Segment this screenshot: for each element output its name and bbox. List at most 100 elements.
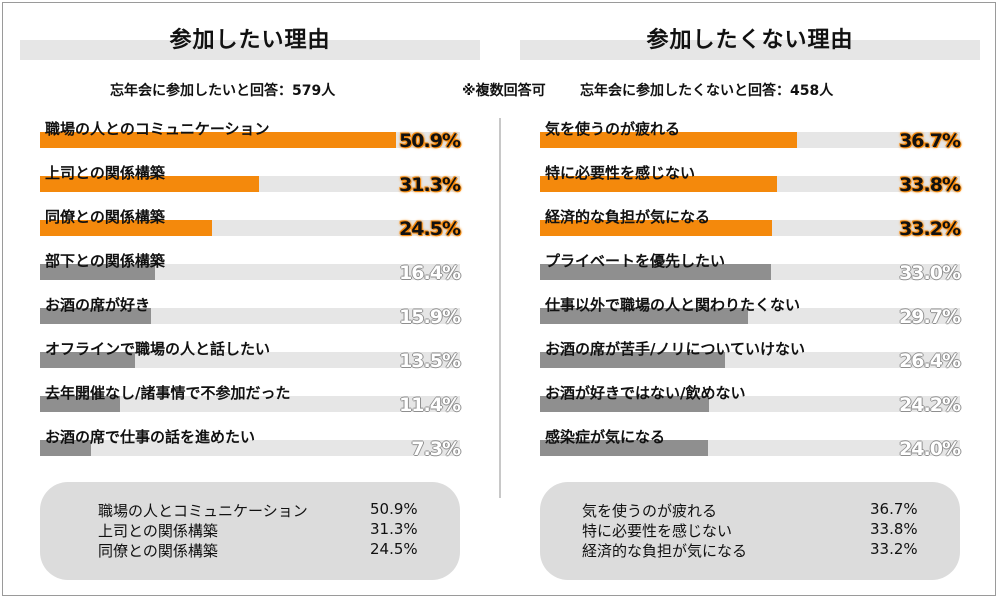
bar-row: 特に必要性を感じない 33.8% bbox=[540, 162, 961, 206]
bar bbox=[40, 308, 151, 324]
bar-label: オフラインで職場の人と話したい bbox=[45, 340, 271, 358]
summary-value: 50.9% bbox=[370, 500, 418, 518]
bar-track bbox=[40, 220, 460, 236]
title-band bbox=[20, 22, 480, 60]
bar bbox=[40, 264, 155, 280]
bar bbox=[540, 132, 797, 148]
title-band bbox=[520, 22, 980, 60]
bar-row: 気を使うのが疲れる 36.7% bbox=[540, 118, 961, 162]
bar-row: 部下との関係構築 16.4% bbox=[40, 250, 461, 294]
bar-value-label: 33.8% bbox=[899, 174, 961, 196]
bar-value-label: 24.2% bbox=[899, 394, 961, 416]
summary-row: 特に必要性を感じない 33.8% bbox=[540, 520, 960, 540]
top3-summary-box: 気を使うのが疲れる 36.7% 特に必要性を感じない 33.8% 経済的な負担が… bbox=[540, 482, 960, 580]
bar-track bbox=[40, 440, 460, 456]
respondent-count: 忘年会に参加したくないと回答：458人 bbox=[580, 83, 834, 99]
summary-row: 職場の人とコミュニケーション 50.9% bbox=[40, 500, 460, 520]
bar-value-label: 50.9% bbox=[399, 130, 461, 152]
summary-value: 36.7% bbox=[870, 500, 918, 518]
bar-track bbox=[540, 176, 960, 192]
summary-label: 上司との関係構築 bbox=[98, 522, 218, 540]
bar-value-label: 11.4% bbox=[399, 394, 461, 416]
bar-label: お酒の席が好き bbox=[45, 296, 151, 314]
summary-label: 同僚との関係構築 bbox=[98, 542, 218, 560]
bar-track bbox=[540, 308, 960, 324]
bar bbox=[540, 220, 772, 236]
bar-label: 特に必要性を感じない bbox=[545, 164, 696, 182]
bar bbox=[540, 308, 748, 324]
bar-value-label: 24.0% bbox=[899, 438, 961, 460]
bar-value-label: 36.7% bbox=[899, 130, 961, 152]
bar-list: 職場の人とのコミュニケーション 50.9% 上司との関係構築 31.3% 同僚と… bbox=[40, 118, 461, 470]
bar-row: 職場の人とのコミュニケーション 50.9% bbox=[40, 118, 461, 162]
bar-label: 職場の人とのコミュニケーション bbox=[45, 120, 270, 138]
bar-label: 部下との関係構築 bbox=[45, 252, 165, 270]
bar-label: 仕事以外で職場の人と関わりたくない bbox=[545, 296, 801, 314]
summary-label: 職場の人とコミュニケーション bbox=[98, 502, 308, 520]
respondent-count: 忘年会に参加したいと回答：579人 bbox=[110, 83, 336, 99]
panel-title: 参加したくない理由 bbox=[646, 28, 854, 53]
bar-track bbox=[40, 352, 460, 368]
bar-row: 仕事以外で職場の人と関わりたくない 29.7% bbox=[540, 294, 961, 338]
bar-track bbox=[540, 132, 960, 148]
bar-value-label: 16.4% bbox=[399, 262, 461, 284]
bar-track bbox=[540, 220, 960, 236]
bar-label: お酒の席が苦手/ノリについていけない bbox=[545, 340, 806, 358]
summary-label: 特に必要性を感じない bbox=[582, 522, 733, 540]
bar bbox=[40, 396, 120, 412]
bar-row: 去年開催なし/諸事情で不参加だった 11.4% bbox=[40, 382, 461, 426]
bar bbox=[40, 132, 396, 148]
bar-value-label: 33.0% bbox=[899, 262, 961, 284]
bar-track bbox=[540, 396, 960, 412]
bar-track bbox=[40, 308, 460, 324]
bar bbox=[40, 352, 135, 368]
bar-value-label: 7.3% bbox=[411, 438, 461, 460]
panel-want-to-attend: 参加したい理由 忘年会に参加したいと回答：579人 ※複数回答可 職場の人とのコ… bbox=[20, 0, 546, 600]
bar-label: お酒の席で仕事の話を進めたい bbox=[45, 428, 256, 446]
bar-track bbox=[40, 396, 460, 412]
summary-value: 33.2% bbox=[870, 540, 918, 558]
multiple-answer-note: ※複数回答可 bbox=[462, 83, 546, 99]
bar-value-label: 26.4% bbox=[899, 350, 961, 372]
bar-label: 経済的な負担が気になる bbox=[545, 208, 711, 226]
bar bbox=[540, 396, 709, 412]
bar bbox=[40, 176, 259, 192]
summary-row: 気を使うのが疲れる 36.7% bbox=[540, 500, 960, 520]
bar-value-label: 24.5% bbox=[399, 218, 461, 240]
bar-value-label: 33.2% bbox=[899, 218, 961, 240]
bar-value-label: 31.3% bbox=[399, 174, 461, 196]
bar-track bbox=[40, 132, 460, 148]
bar-track bbox=[540, 352, 960, 368]
summary-label: 気を使うのが疲れる bbox=[582, 502, 718, 520]
summary-value: 24.5% bbox=[370, 540, 418, 558]
bar-row: オフラインで職場の人と話したい 13.5% bbox=[40, 338, 461, 382]
bar bbox=[40, 220, 212, 236]
bar-row: 経済的な負担が気になる 33.2% bbox=[540, 206, 961, 250]
bar bbox=[540, 264, 771, 280]
bar-label: 同僚との関係構築 bbox=[45, 208, 165, 226]
bar-label: 気を使うのが疲れる bbox=[545, 120, 681, 138]
bar-label: お酒が好きではない/飲めない bbox=[545, 384, 746, 402]
bar-label: 上司との関係構築 bbox=[45, 164, 165, 182]
summary-row: 上司との関係構築 31.3% bbox=[40, 520, 460, 540]
summary-value: 31.3% bbox=[370, 520, 418, 538]
bar-row: お酒の席が好き 15.9% bbox=[40, 294, 461, 338]
summary-row: 同僚との関係構築 24.5% bbox=[40, 540, 460, 560]
bar-value-label: 29.7% bbox=[899, 306, 961, 328]
bar-row: プライベートを優先したい 33.0% bbox=[540, 250, 961, 294]
bar-row: お酒が好きではない/飲めない 24.2% bbox=[540, 382, 961, 426]
bar-track bbox=[540, 264, 960, 280]
bar-track bbox=[40, 176, 460, 192]
bar-label: 感染症が気になる bbox=[545, 428, 666, 446]
panel-not-want-to-attend: 参加したくない理由 忘年会に参加したくないと回答：458人 気を使うのが疲れる … bbox=[520, 0, 980, 600]
bar-value-label: 13.5% bbox=[399, 350, 461, 372]
bar bbox=[540, 440, 708, 456]
bar bbox=[540, 352, 725, 368]
bar-row: 上司との関係構築 31.3% bbox=[40, 162, 461, 206]
bar-track bbox=[540, 440, 960, 456]
panel-divider bbox=[499, 118, 501, 498]
bar-track bbox=[40, 264, 460, 280]
top3-summary-box: 職場の人とコミュニケーション 50.9% 上司との関係構築 31.3% 同僚との… bbox=[40, 482, 460, 580]
bar-row: お酒の席が苦手/ノリについていけない 26.4% bbox=[540, 338, 961, 382]
summary-row: 経済的な負担が気になる 33.2% bbox=[540, 540, 960, 560]
